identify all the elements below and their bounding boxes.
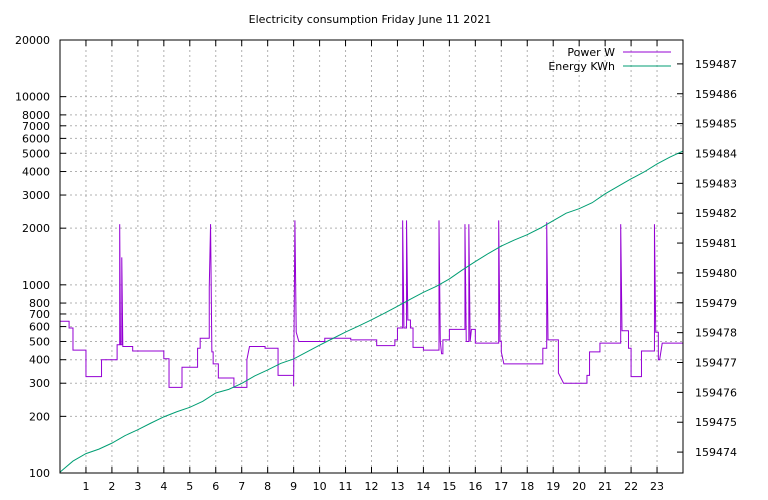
- x-tick-label: 8: [264, 480, 271, 493]
- series-line-power: [60, 220, 683, 388]
- y-left-tick-label: 10000: [15, 91, 50, 104]
- y-left-tick-label: 5000: [22, 147, 50, 160]
- y-left-tick-label: 200: [29, 410, 50, 423]
- y-left-tick-label: 400: [29, 354, 50, 367]
- y-left-tick-label: 20000: [15, 34, 50, 47]
- x-tick-label: 17: [494, 480, 508, 493]
- y-right-tick-label: 159483: [695, 177, 737, 190]
- y-left-tick-label: 4000: [22, 166, 50, 179]
- y-right-tick-label: 159476: [695, 386, 737, 399]
- y-right-tick-label: 159475: [695, 416, 737, 429]
- x-tick-label: 6: [212, 480, 219, 493]
- x-tick-label: 18: [520, 480, 534, 493]
- y-left-tick-label: 300: [29, 377, 50, 390]
- chart-title: Electricity consumption Friday June 11 2…: [249, 13, 492, 26]
- y-right-tick-label: 159481: [695, 237, 737, 250]
- x-tick-label: 3: [134, 480, 141, 493]
- y-right-tick-label: 159480: [695, 267, 737, 280]
- y-left-tick-label: 500: [29, 335, 50, 348]
- y-right-tick-label: 159474: [695, 446, 737, 459]
- x-tick-label: 2: [108, 480, 115, 493]
- y-left-tick-label: 100: [29, 467, 50, 480]
- x-tick-label: 21: [598, 480, 612, 493]
- x-tick-label: 16: [468, 480, 482, 493]
- x-tick-label: 9: [290, 480, 297, 493]
- x-tick-label: 10: [313, 480, 327, 493]
- x-tick-label: 22: [624, 480, 638, 493]
- x-tick-label: 11: [339, 480, 353, 493]
- series-lines: [59, 150, 684, 473]
- plot-frame: [59, 39, 684, 474]
- grid: [60, 39, 683, 474]
- y-left-tick-label: 800: [29, 297, 50, 310]
- x-tick-label: 19: [546, 480, 560, 493]
- x-tick-label: 12: [365, 480, 379, 493]
- x-tick-label: 5: [186, 480, 193, 493]
- series-line-energy: [59, 150, 684, 473]
- y-left-tick-label: 2000: [22, 222, 50, 235]
- y-right-tick-label: 159478: [695, 327, 737, 340]
- axis-tick-labels: 1 2 3 4 5 6 7 8 9 10 11 12 13 14 15 16 17 18 19 20 21 22 23100…: [15, 34, 737, 493]
- y-left-tick-label: 700: [29, 308, 50, 321]
- y-right-tick-label: 159479: [695, 297, 737, 310]
- x-tick-label: 15: [442, 480, 456, 493]
- x-tick-label: 4: [160, 480, 167, 493]
- y-left-tick-label: 7000: [22, 120, 50, 133]
- x-tick-label: 1: [82, 480, 89, 493]
- x-tick-label: 20: [572, 480, 586, 493]
- x-tick-label: 14: [416, 480, 430, 493]
- y-right-tick-label: 159477: [695, 357, 737, 370]
- y-right-tick-label: 159487: [695, 58, 737, 71]
- legend-label: Power W: [567, 46, 615, 59]
- y-left-tick-label: 600: [29, 321, 50, 334]
- y-left-tick-label: 3000: [22, 189, 50, 202]
- y-left-tick-label: 8000: [22, 109, 50, 122]
- y-right-tick-label: 159485: [695, 118, 737, 131]
- legend-label: Energy KWh: [548, 60, 615, 73]
- x-tick-label: 23: [650, 480, 664, 493]
- axis-ticks: [60, 39, 683, 474]
- y-right-tick-label: 159482: [695, 207, 737, 220]
- y-left-tick-label: 1000: [22, 279, 50, 292]
- x-tick-label: 13: [390, 480, 404, 493]
- x-tick-label: 7: [238, 480, 245, 493]
- y-right-tick-label: 159486: [695, 88, 737, 101]
- y-left-tick-label: 6000: [22, 132, 50, 145]
- y-right-tick-label: 159484: [695, 147, 737, 160]
